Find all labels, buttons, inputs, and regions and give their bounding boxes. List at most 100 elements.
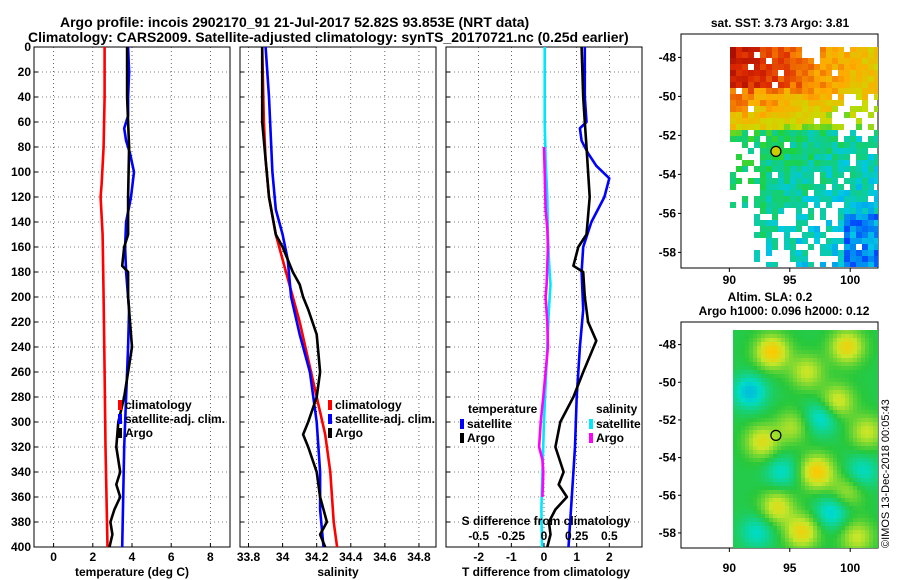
sst-cell (838, 52, 844, 58)
depth-tick-label: 100 (11, 165, 31, 179)
lon-tick-label: 95 (783, 561, 797, 575)
sla-cell (761, 406, 765, 410)
sla-cell (833, 538, 837, 542)
sla-cell (793, 406, 797, 410)
sla-cell (833, 398, 837, 402)
sla-cell (853, 430, 857, 434)
sla-cell (741, 346, 745, 350)
sla-cell (817, 374, 821, 378)
sla-cell (741, 530, 745, 534)
sst-cell (784, 82, 790, 88)
sst-cell (754, 130, 760, 136)
sla-cell (853, 426, 857, 430)
sla-cell (741, 454, 745, 458)
sla-cell (785, 514, 789, 518)
sla-cell (833, 518, 837, 522)
sst-cell (766, 154, 772, 160)
sst-cell (790, 154, 796, 160)
sla-cell (757, 446, 761, 450)
sla-cell (877, 478, 878, 482)
sla-cell (813, 490, 817, 494)
sla-cell (801, 354, 805, 358)
sla-cell (753, 334, 757, 338)
sla-cell (821, 398, 825, 402)
sst-cell (808, 142, 814, 148)
sla-cell (813, 358, 817, 362)
sla-cell (753, 398, 757, 402)
sla-cell (837, 366, 841, 370)
sst-cell (784, 160, 790, 166)
x-tick-label: 4 (129, 550, 136, 564)
sla-cell (857, 346, 861, 350)
sst-cell (808, 262, 814, 267)
sst-cell (814, 100, 820, 106)
sla-cell (833, 362, 837, 366)
sla-cell (817, 426, 821, 430)
sst-cell (850, 190, 856, 196)
depth-tick-label: 300 (11, 415, 31, 429)
sst-cell (820, 214, 826, 220)
sst-cell (730, 58, 736, 64)
sla-cell (777, 334, 781, 338)
sst-cell (856, 52, 862, 58)
sla-cell (749, 374, 753, 378)
sla-cell (825, 366, 829, 370)
sla-cell (845, 378, 849, 382)
sst-cell (862, 58, 868, 64)
sla-cell (741, 430, 745, 434)
sla-cell (865, 382, 869, 386)
sst-cell (838, 190, 844, 196)
sla-cell (825, 330, 829, 334)
sla-cell (845, 334, 849, 338)
sla-cell (745, 502, 749, 506)
depth-tick-label: 140 (11, 215, 31, 229)
sst-cell (772, 160, 778, 166)
sla-cell (753, 454, 757, 458)
sst-cell (748, 112, 754, 118)
sla-cell (781, 534, 785, 538)
sst-cell (808, 178, 814, 184)
sla-cell (877, 530, 878, 534)
sla-cell (781, 378, 785, 382)
sst-cell (844, 220, 850, 226)
sst-cell (868, 82, 874, 88)
sla-cell (789, 442, 793, 446)
sla-cell (837, 542, 841, 546)
sla-cell (777, 414, 781, 418)
sst-cell (820, 118, 826, 124)
sla-cell (749, 334, 753, 338)
sla-cell (769, 454, 773, 458)
sla-cell (873, 398, 877, 402)
sst-cell (790, 238, 796, 244)
sla-cell (861, 394, 865, 398)
sla-cell (765, 418, 769, 422)
sla-cell (833, 406, 837, 410)
s-tick-label: -0.25 (498, 529, 526, 543)
sla-cell (877, 446, 878, 450)
sla-cell (765, 434, 769, 438)
sla-cell (793, 418, 797, 422)
sla-cell (801, 358, 805, 362)
sla-cell (761, 506, 765, 510)
sla-cell (785, 406, 789, 410)
sla-cell (873, 498, 877, 502)
sla-cell (797, 478, 801, 482)
sla-cell (805, 342, 809, 346)
sla-cell (829, 342, 833, 346)
sla-cell (757, 418, 761, 422)
sst-cell (730, 70, 736, 76)
sla-cell (849, 442, 853, 446)
sst-cell (802, 238, 808, 244)
depth-tick-label: 80 (18, 140, 32, 154)
sla-cell (809, 386, 813, 390)
sst-cell (838, 220, 844, 226)
sla-cell (753, 390, 757, 394)
sst-cell (736, 82, 742, 88)
sst-cell (856, 142, 862, 148)
sla-cell (801, 490, 805, 494)
sla-cell (757, 502, 761, 506)
sla-cell (869, 498, 873, 502)
sla-cell (801, 422, 805, 426)
temperature-panel: 0204060801001201401601802002202402602803… (11, 40, 231, 579)
sla-cell (785, 334, 789, 338)
